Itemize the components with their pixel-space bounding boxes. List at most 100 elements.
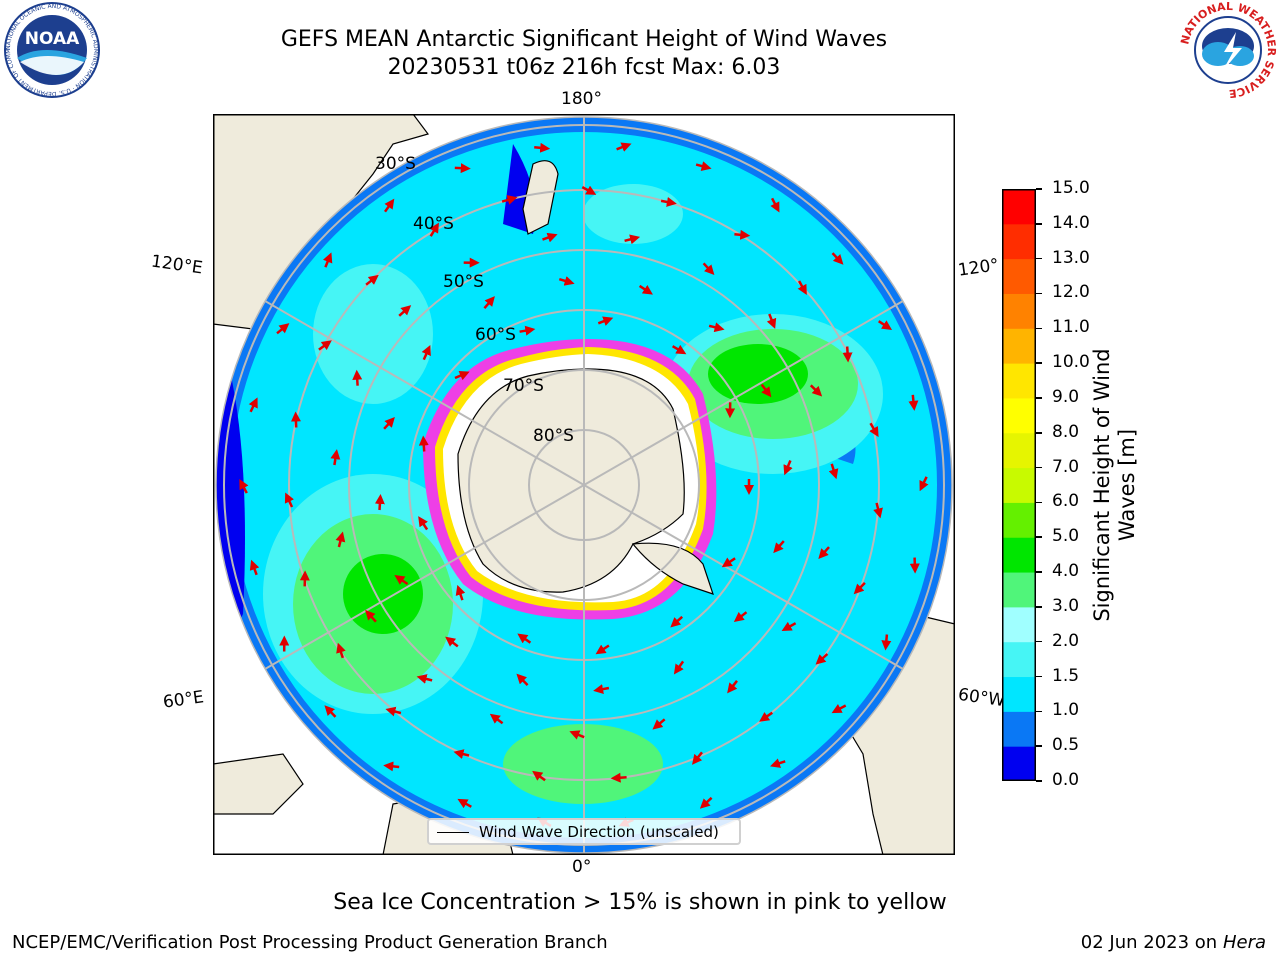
colorbar-segment xyxy=(1002,223,1036,260)
colorbar-segment xyxy=(1002,397,1036,434)
colorbar-tick-mark xyxy=(1036,675,1042,678)
band-east-4m xyxy=(708,344,808,404)
colorbar-segment xyxy=(1002,572,1036,608)
colorbar-tick-label: 14.0 xyxy=(1052,212,1090,233)
wind-wave-arrow xyxy=(398,305,412,317)
wind-wave-arrow xyxy=(453,749,470,759)
colorbar-segment xyxy=(1002,537,1036,573)
colorbar-tick-mark xyxy=(1036,571,1042,573)
lat-label-80s: 80°S xyxy=(533,426,574,446)
wind-wave-arrow xyxy=(760,383,772,398)
sea-ice-note: Sea Ice Concentration > 15% is shown in … xyxy=(333,890,947,915)
chart-subtitle: 20230531 t06z 216h fcst Max: 6.03 xyxy=(387,55,781,80)
wind-wave-arrow xyxy=(455,584,466,601)
wind-wave-arrow xyxy=(352,369,363,386)
colorbar-segment xyxy=(1002,502,1036,538)
colorbar-tick-label: 0.0 xyxy=(1052,770,1080,790)
colorbar-tick-label: 10.0 xyxy=(1052,352,1090,373)
wind-wave-arrow xyxy=(330,449,341,466)
colorbar-segment xyxy=(1002,363,1036,399)
colorbar-title: Significant Height of Wind Waves [m] xyxy=(1090,348,1139,622)
colorbar-tick-label: 15.0 xyxy=(1052,178,1090,198)
colorbar-tick-mark xyxy=(1036,432,1042,434)
wind-wave-arrow xyxy=(249,559,260,576)
wind-wave-arrow xyxy=(383,417,395,430)
colorbar-tick-mark xyxy=(1036,223,1042,225)
colorbar-tick-label: 1.0 xyxy=(1052,700,1080,721)
wind-wave-arrow xyxy=(542,232,558,243)
map-legend: Wind Wave Direction (unscaled) xyxy=(427,818,741,845)
wind-wave-arrow xyxy=(454,163,471,174)
wind-wave-arrow xyxy=(421,344,431,361)
wind-wave-arrow xyxy=(702,262,715,276)
wind-wave-arrow xyxy=(734,229,751,240)
lat-label-50s: 50°S xyxy=(443,272,484,292)
lon-label-120w: 120° xyxy=(956,255,1001,281)
colorbar-tick-label: 4.0 xyxy=(1052,561,1080,582)
wind-wave-arrow xyxy=(385,706,402,717)
noaa-logo-text: NOAA xyxy=(25,29,80,49)
map-frame xyxy=(213,114,955,855)
lon-label-180: 180° xyxy=(561,89,602,109)
wind-wave-arrow xyxy=(873,502,883,519)
wind-wave-arrow xyxy=(336,642,346,659)
wind-wave-arrow xyxy=(721,557,736,568)
colorbar-segment xyxy=(1002,746,1036,781)
wind-wave-arrow xyxy=(597,316,614,326)
colorbar-segment xyxy=(1002,328,1036,364)
wind-wave-arrow xyxy=(418,435,429,452)
wind-wave-arrow xyxy=(818,546,830,559)
polar-map: 30°S 40°S 50°S 60°S 70°S 80°S xyxy=(213,114,955,855)
lat-label-30s: 30°S xyxy=(375,154,416,174)
wind-wave-arrow xyxy=(652,718,666,730)
wind-wave-arrow xyxy=(660,197,677,207)
wind-wave-arrow xyxy=(454,371,470,381)
wind-wave-arrow xyxy=(708,322,725,333)
wind-wave-arrow xyxy=(770,758,786,768)
land-antarctic-peninsula xyxy=(631,542,714,595)
colorbar-tick-mark xyxy=(1036,397,1042,399)
wind-wave-arrow xyxy=(610,772,627,783)
wind-wave-arrow xyxy=(569,730,585,740)
wind-wave-arrow xyxy=(516,673,529,686)
wind-wave-arrow xyxy=(766,313,777,329)
wind-wave-arrow xyxy=(276,323,290,335)
land-new-zealand xyxy=(522,160,559,235)
colorbar-tick-mark xyxy=(1036,257,1042,260)
land-africa xyxy=(213,753,304,815)
wind-wave-arrow xyxy=(908,394,919,411)
wind-wave-arrow xyxy=(670,615,684,628)
colorbar xyxy=(1002,189,1036,781)
colorbar-segment xyxy=(1002,606,1036,643)
wind-wave-arrow xyxy=(457,798,472,809)
colorbar-tick-label: 0.5 xyxy=(1052,735,1080,756)
band-west-4m xyxy=(343,554,423,634)
colorbar-segment xyxy=(1002,258,1036,294)
wind-wave-arrow xyxy=(699,796,713,809)
wind-wave-arrow xyxy=(881,634,892,651)
colorbar-tick-mark xyxy=(1036,292,1042,295)
colorbar-tick-mark xyxy=(1036,501,1042,504)
wind-wave-arrow xyxy=(519,325,536,336)
wind-wave-arrow xyxy=(853,582,866,595)
colorbar-tick-label: 3.0 xyxy=(1052,595,1080,616)
footer-date-text: 02 Jun 2023 on xyxy=(1080,932,1218,953)
footer-host: Hera xyxy=(1222,932,1266,953)
band-nw-2m xyxy=(313,264,433,404)
wind-wave-arrow xyxy=(797,280,807,296)
wind-wave-arrow xyxy=(323,252,333,268)
colorbar-tick-mark xyxy=(1036,640,1042,643)
lat-label-60s: 60°S xyxy=(475,325,516,345)
colorbar-tick-label: 6.0 xyxy=(1052,491,1080,512)
noaa-logo: NOAA NATIONAL OCEANIC AND ATMOSPHERIC AD… xyxy=(2,2,100,98)
colorbar-tick-mark xyxy=(1036,327,1042,330)
wind-wave-arrow xyxy=(781,621,797,632)
wind-wave-arrow xyxy=(534,142,551,153)
wind-wave-arrow xyxy=(383,761,400,772)
wind-wave-arrow xyxy=(394,575,409,586)
wind-wave-arrow xyxy=(483,296,495,310)
wind-wave-arrow xyxy=(324,705,337,718)
wind-wave-arrow xyxy=(671,344,687,355)
colorbar-tick-label: 9.0 xyxy=(1052,386,1080,407)
wind-wave-arrow xyxy=(616,142,632,152)
